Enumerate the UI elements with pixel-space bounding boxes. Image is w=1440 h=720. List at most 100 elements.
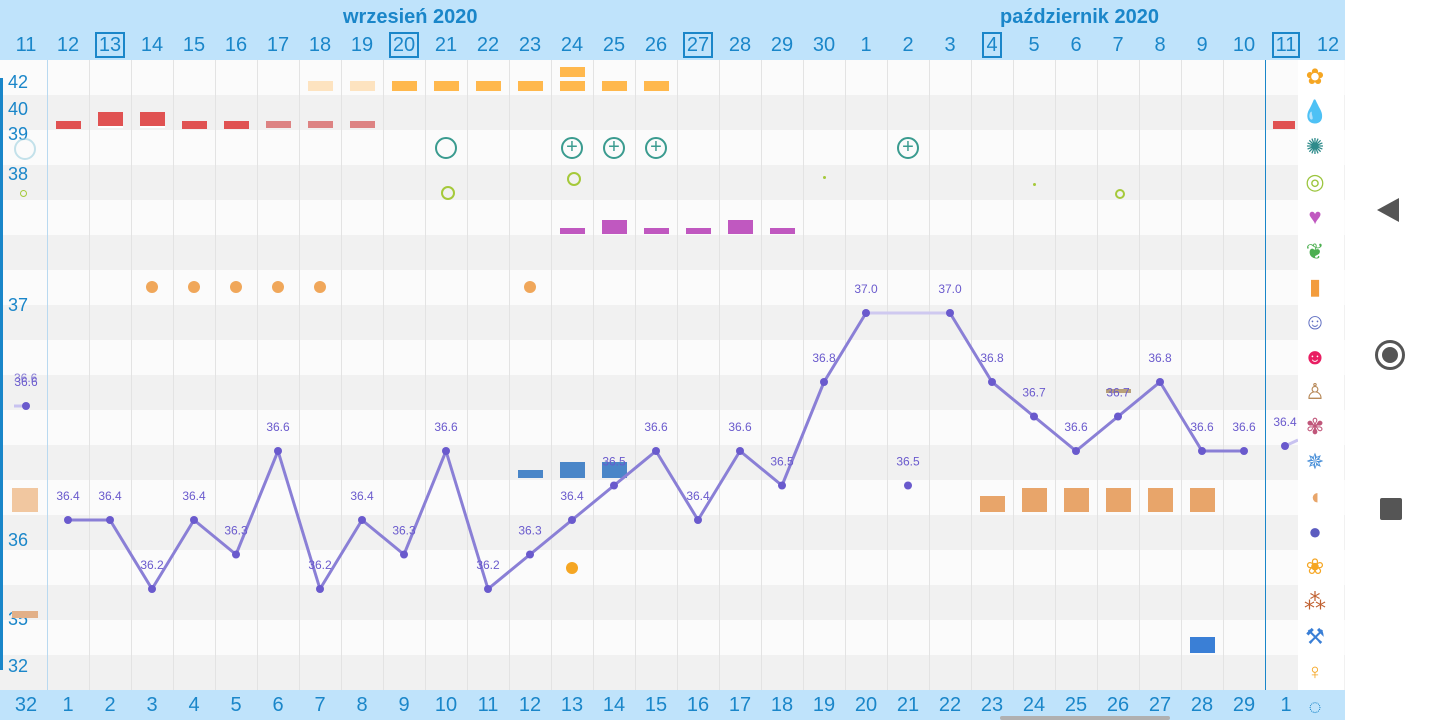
mood-mark[interactable]	[644, 228, 669, 234]
orange-mark[interactable]	[560, 81, 585, 91]
orange-mark[interactable]	[308, 81, 333, 91]
rings-icon[interactable]: ◎	[1305, 169, 1325, 194]
temperature-point[interactable]	[778, 481, 786, 490]
date-cell[interactable]: 11	[1265, 32, 1307, 58]
temperature-point[interactable]	[1156, 378, 1164, 386]
temperature-point[interactable]	[442, 447, 450, 455]
recents-icon[interactable]	[1380, 498, 1402, 520]
tan-mark[interactable]	[1106, 488, 1131, 512]
mood-mark[interactable]	[602, 220, 627, 234]
date-cell[interactable]: 18	[299, 34, 341, 57]
smiley-icon[interactable]: ☺	[1303, 309, 1327, 334]
medication-dot[interactable]	[146, 281, 158, 293]
flower-icon[interactable]: ✿	[1305, 64, 1325, 89]
blood-drop-icon[interactable]: 💧	[1301, 99, 1329, 124]
bleeding-mark[interactable]	[224, 121, 249, 129]
leaf-icon[interactable]: ❦	[1305, 239, 1325, 264]
temperature-point[interactable]	[190, 516, 198, 524]
spotting-mark[interactable]	[308, 121, 333, 128]
mucus-dot[interactable]	[823, 176, 826, 179]
date-cell[interactable]: 20	[383, 32, 425, 58]
date-cell[interactable]: 22	[467, 34, 509, 57]
flower-alert-icon[interactable]: ❀	[1305, 554, 1325, 579]
date-cell[interactable]: 25	[593, 34, 635, 57]
date-cell[interactable]: 15	[173, 34, 215, 57]
date-cell[interactable]: 11	[5, 34, 47, 57]
temperature-point[interactable]	[1281, 442, 1289, 450]
tan-mark[interactable]	[1064, 488, 1089, 512]
temperature-point[interactable]	[862, 309, 870, 317]
date-cell[interactable]: 26	[635, 34, 677, 57]
date-cell[interactable]: 12	[47, 34, 89, 57]
bleeding-mark[interactable]	[182, 121, 207, 129]
orange-mark[interactable]	[350, 81, 375, 91]
date-cell[interactable]: 16	[215, 34, 257, 57]
date-cell[interactable]: 29	[761, 34, 803, 57]
temperature-point[interactable]	[568, 516, 576, 524]
exercise-icon[interactable]: ⚒	[1305, 624, 1325, 649]
date-cell[interactable]: 9	[1181, 34, 1223, 57]
heart-icon[interactable]: ♥	[1308, 204, 1322, 229]
date-cell[interactable]: 8	[1139, 34, 1181, 57]
temperature-point[interactable]	[484, 585, 492, 593]
date-cell[interactable]: 28	[719, 34, 761, 57]
tan-mark[interactable]	[980, 496, 1005, 512]
blue-mark[interactable]	[602, 462, 627, 478]
mucus-dot[interactable]	[1033, 183, 1036, 186]
orange-mark[interactable]	[518, 81, 543, 91]
date-cell[interactable]: 23	[509, 34, 551, 57]
date-cell[interactable]: 3	[929, 34, 971, 57]
mood-mark[interactable]	[770, 228, 795, 234]
sparkle-icon[interactable]: ✵	[1305, 449, 1325, 474]
spotting-mark[interactable]	[350, 121, 375, 128]
temperature-point[interactable]	[358, 516, 366, 524]
spotting-mark[interactable]	[266, 121, 291, 128]
date-cell[interactable]: 10	[1223, 34, 1265, 57]
medication-dot[interactable]	[314, 281, 326, 293]
mood-mark[interactable]	[728, 220, 753, 234]
mucus-mark[interactable]	[1115, 189, 1125, 199]
medication-dot[interactable]	[230, 281, 242, 293]
date-cell[interactable]: 5	[1013, 34, 1055, 57]
temperature-point[interactable]	[64, 516, 72, 524]
tan-mark[interactable]	[1022, 488, 1047, 512]
tan-mark[interactable]	[12, 488, 38, 512]
pill-bottle-icon[interactable]: ▮	[1308, 274, 1322, 299]
temperature-point[interactable]	[274, 447, 282, 455]
tan-mark[interactable]	[1190, 488, 1215, 512]
tan-mark[interactable]	[1106, 389, 1131, 393]
temperature-point[interactable]	[694, 516, 702, 524]
temperature-point[interactable]	[526, 550, 534, 559]
temperature-point[interactable]	[1114, 412, 1122, 421]
date-cell[interactable]: 19	[341, 34, 383, 57]
orange-mark[interactable]	[644, 81, 669, 91]
home-icon[interactable]	[1375, 340, 1405, 370]
date-cell[interactable]: 2	[887, 34, 929, 57]
orange-mark[interactable]	[602, 81, 627, 91]
bleeding-mark[interactable]	[140, 112, 165, 128]
tan-mark[interactable]	[1148, 488, 1173, 512]
sex-protected-icon[interactable]: +	[603, 137, 625, 159]
bleeding-mark[interactable]	[98, 112, 123, 128]
virus-icon[interactable]: ✺	[1305, 134, 1325, 159]
date-cell[interactable]: 1	[845, 34, 887, 57]
date-cell[interactable]: 12	[1307, 34, 1345, 57]
headache-icon[interactable]: ☻	[1303, 344, 1327, 369]
temperature-point[interactable]	[400, 550, 408, 559]
sex-protected-icon[interactable]: +	[897, 137, 919, 159]
temperature-point[interactable]	[1240, 447, 1248, 455]
orange-mark[interactable]	[560, 67, 585, 77]
mucus-mark[interactable]	[441, 186, 455, 200]
date-cell[interactable]: 21	[425, 34, 467, 57]
mucus-mark[interactable]	[20, 190, 27, 197]
sex-protected-icon[interactable]	[14, 138, 36, 160]
temperature-point[interactable]	[652, 447, 660, 455]
date-cell[interactable]: 27	[677, 32, 719, 58]
medication-dot[interactable]	[524, 281, 536, 293]
temperature-point[interactable]	[232, 550, 240, 559]
date-cell[interactable]: 24	[551, 34, 593, 57]
date-cell[interactable]: 4	[971, 32, 1013, 58]
blue-mark[interactable]	[518, 470, 543, 478]
balloon-icon[interactable]: ●	[1308, 519, 1322, 544]
mucus-mark[interactable]	[567, 172, 581, 186]
